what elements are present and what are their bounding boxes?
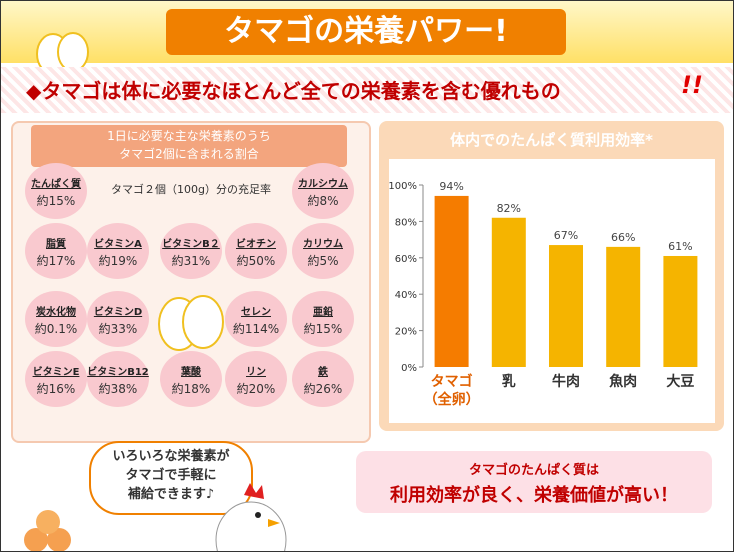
conclusion-box xyxy=(356,451,712,513)
nutrient-circle xyxy=(25,351,87,407)
nutrient-name: ビオチン xyxy=(236,239,276,250)
chart-title: 体内でのたんぱく質利用効率* xyxy=(450,131,653,149)
eggs-illustration xyxy=(151,273,231,351)
value-label: 94% xyxy=(439,180,463,193)
conclusion-line1: タマゴのたんぱく質は xyxy=(468,463,599,478)
nutrient-circle xyxy=(87,351,149,407)
title: タマゴの栄養パワー! xyxy=(166,9,566,55)
y-tick-label: 60% xyxy=(395,254,417,265)
nutrient-name: 亜鉛 xyxy=(313,307,333,318)
nutrient-name: 鉄 xyxy=(318,367,328,378)
bar xyxy=(663,255,698,367)
nutrient-amount: 約18% xyxy=(171,382,211,396)
subtitle-mark: !! xyxy=(681,71,703,99)
nutrient-amount: 約50% xyxy=(236,254,276,268)
y-tick-label: 0% xyxy=(401,363,417,374)
bar xyxy=(491,217,526,367)
nutrient-circle xyxy=(225,291,287,347)
bar xyxy=(606,246,641,367)
chicken xyxy=(206,456,296,551)
nutrient-name: たんぱく質 xyxy=(31,179,81,190)
y-tick-label: 40% xyxy=(395,290,417,301)
x-tick-label: 乳 xyxy=(501,374,516,390)
nutrient-amount: 約8% xyxy=(307,194,339,208)
nutrient-circle xyxy=(25,223,87,279)
nutrient-name: ビタミンD xyxy=(93,307,143,318)
nutrient-circle xyxy=(225,351,287,407)
nutrient-name: 脂質 xyxy=(46,239,66,250)
nutrient-amount: 約20% xyxy=(236,382,276,396)
nutrient-circle xyxy=(87,223,149,279)
nutrient-amount: 約19% xyxy=(98,254,138,268)
y-tick-label: 20% xyxy=(395,327,417,338)
nutrient-name: 葉酸 xyxy=(181,367,201,378)
subtitle: ◆タマゴは体に必要なほとんど全ての栄養素を含む優れもの xyxy=(26,79,561,103)
nutrient-name: カルシウム xyxy=(298,179,348,190)
nutrient-name: ビタミンB２ xyxy=(162,239,220,250)
y-tick-label: 100% xyxy=(389,181,417,192)
value-label: 82% xyxy=(497,202,521,215)
nutrient-circle xyxy=(292,163,354,219)
x-tick-label: 魚肉 xyxy=(609,374,638,390)
nutrient-circle xyxy=(292,351,354,407)
nutrient-amount: 約31% xyxy=(171,254,211,268)
chart: 0% 20% 40% 60% 80% 100% 94% 82% 67% 66% 61% xyxy=(389,159,715,423)
nutrient-name: ビタミンB12 xyxy=(87,367,149,378)
egg-icon xyxy=(31,7,91,75)
nutrient-circle xyxy=(292,223,354,279)
nutrient-circle xyxy=(292,291,354,347)
nutrient-caption: タマゴ２個（100g）分の充足率 xyxy=(111,183,271,196)
value-label: 66% xyxy=(611,231,635,244)
nutrient-amount: 約38% xyxy=(98,382,138,396)
nutrient-circle xyxy=(25,163,87,219)
bar xyxy=(549,245,583,367)
nutrient-amount: 約33% xyxy=(98,322,138,336)
callout: いろいろな栄養素が タマゴで手軽に 補給できます♪ xyxy=(89,441,253,515)
bar xyxy=(434,195,469,367)
nutrient-circle xyxy=(225,223,287,279)
value-label: 67% xyxy=(554,229,578,242)
x-tick-label: タマゴ （全卵） xyxy=(423,374,480,408)
nutrient-circle xyxy=(87,291,149,347)
nutrient-name: セレン xyxy=(241,307,271,318)
nutrient-circle xyxy=(25,291,87,347)
x-tick-label: 大豆 xyxy=(666,374,695,390)
subtitle-band xyxy=(1,67,733,113)
nutrient-amount: 約17% xyxy=(36,254,76,268)
nutrient-amount: 約15% xyxy=(303,322,343,336)
nutrient-amount: 約15% xyxy=(36,194,76,208)
nutrient-name: カリウム xyxy=(303,239,343,250)
nutrient-panel-title: 1日に必要な主な栄養素のうち タマゴ2個に含まれる割合 xyxy=(31,125,347,167)
nutrient-amount: 約26% xyxy=(303,382,343,396)
eggs-pile xyxy=(21,481,81,551)
nutrient-circle xyxy=(160,223,222,279)
value-label: 61% xyxy=(668,240,692,253)
nutrient-name: ビタミンE xyxy=(32,367,80,378)
conclusion-line2: 利用効率が良く、栄養価値が高い！ xyxy=(390,485,678,506)
nutrient-name: ビタミンA xyxy=(94,239,142,250)
nutrient-amount: 約5% xyxy=(307,254,339,268)
y-tick-label: 80% xyxy=(395,217,417,228)
nutrient-name: リン xyxy=(246,367,266,378)
nutrient-amount: 約114% xyxy=(232,322,280,336)
nutrient-circle xyxy=(160,351,222,407)
nutrient-amount: 約16% xyxy=(36,382,76,396)
nutrient-amount: 約0.1% xyxy=(34,322,78,336)
x-tick-label: 牛肉 xyxy=(552,374,580,390)
nutrient-name: 炭水化物 xyxy=(36,307,76,318)
